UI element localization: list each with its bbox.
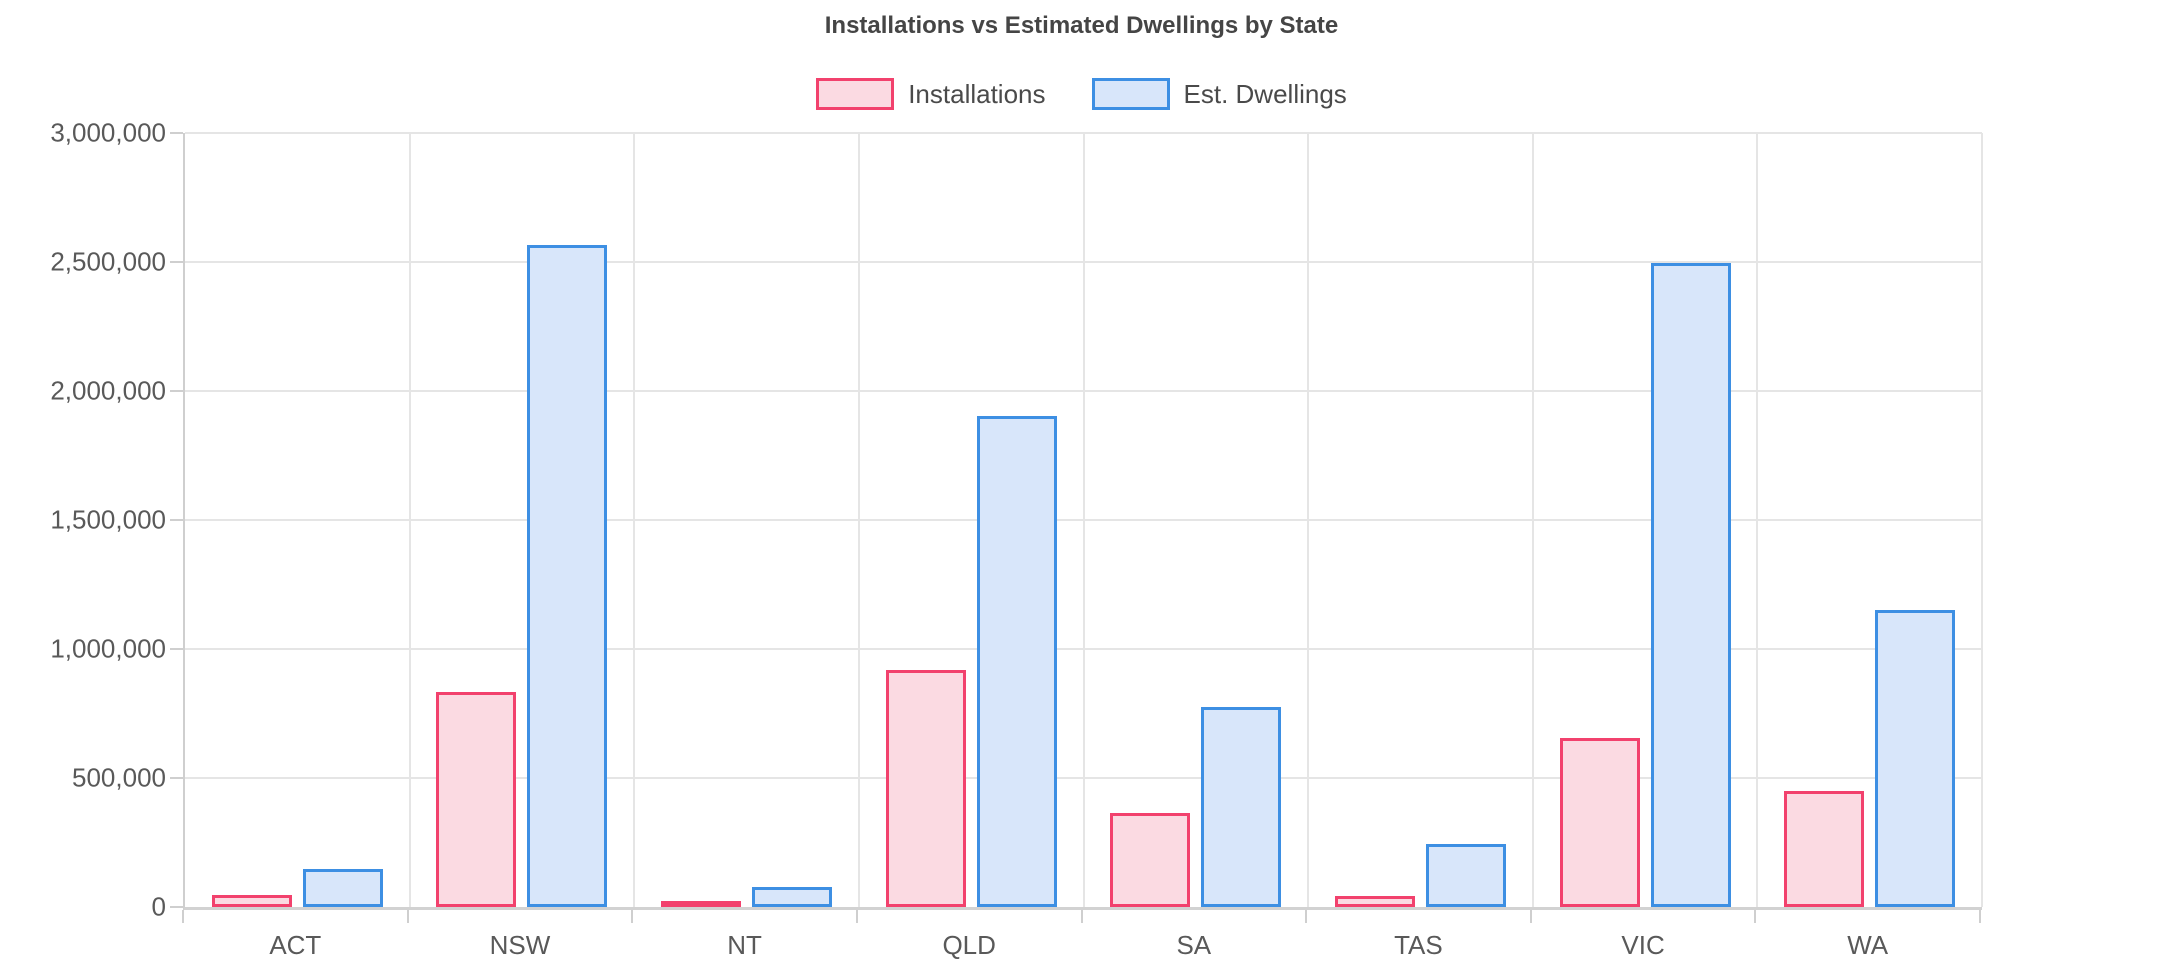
- bar-installations-vic[interactable]: [1559, 738, 1640, 907]
- y-tick: [170, 906, 183, 908]
- y-tick-label: 3,000,000: [50, 117, 166, 148]
- bar-group-nt: [634, 133, 859, 907]
- chart-title: Installations vs Estimated Dwellings by …: [824, 12, 1339, 39]
- y-tick-label: 1,000,000: [50, 633, 166, 664]
- bar-group-tas: [1308, 133, 1533, 907]
- legend-label-installations: Installations: [908, 78, 1046, 109]
- bar-est-dwellings-vic[interactable]: [1650, 263, 1731, 907]
- bar-group-wa: [1757, 133, 1982, 907]
- bar-installations-nt[interactable]: [661, 901, 742, 907]
- y-tick-label: 2,500,000: [50, 246, 166, 277]
- y-tick: [170, 519, 183, 521]
- bar-est-dwellings-nsw[interactable]: [527, 245, 608, 907]
- v-gridline: [633, 133, 636, 907]
- y-tick: [170, 261, 183, 263]
- v-gridline: [408, 133, 411, 907]
- bar-est-dwellings-sa[interactable]: [1201, 707, 1282, 907]
- x-tick: [1080, 910, 1083, 923]
- x-axis-label-nsw: NSW: [489, 930, 551, 960]
- bar-group-nsw: [410, 133, 635, 907]
- x-tick: [631, 910, 634, 923]
- v-gridline: [1981, 133, 1983, 907]
- bar-installations-wa[interactable]: [1784, 791, 1865, 907]
- y-tick-label: 0: [151, 891, 166, 922]
- y-tick-label: 2,000,000: [50, 375, 166, 406]
- x-axis-label-sa: SA: [1176, 930, 1212, 960]
- legend-label-est-dwellings: Est. Dwellings: [1183, 78, 1347, 109]
- chart-legend: Installations Est. Dwellings: [183, 78, 1980, 110]
- x-tick: [1305, 910, 1308, 923]
- bar-installations-sa[interactable]: [1110, 813, 1191, 907]
- bar-est-dwellings-nt[interactable]: [752, 887, 833, 907]
- legend-swatch-est-dwellings-icon: [1091, 78, 1170, 110]
- x-tick: [406, 910, 409, 923]
- bar-group-qld: [859, 133, 1084, 907]
- x-axis-label-wa: WA: [1847, 930, 1889, 960]
- x-tick: [1754, 910, 1757, 923]
- bar-group-act: [185, 133, 410, 907]
- legend-swatch-installations-icon: [816, 78, 895, 110]
- legend-item-installations[interactable]: Installations: [816, 78, 1046, 110]
- x-tick: [1979, 910, 1981, 923]
- bar-installations-act[interactable]: [211, 895, 292, 907]
- bar-group-vic: [1533, 133, 1758, 907]
- legend-item-est-dwellings[interactable]: Est. Dwellings: [1091, 78, 1347, 110]
- bar-installations-tas[interactable]: [1334, 896, 1415, 907]
- y-tick: [170, 390, 183, 392]
- bar-installations-qld[interactable]: [885, 670, 966, 907]
- v-gridline: [1307, 133, 1310, 907]
- x-tick: [855, 910, 858, 923]
- x-tick: [182, 910, 184, 923]
- bar-est-dwellings-wa[interactable]: [1875, 610, 1956, 907]
- bar-installations-nsw[interactable]: [436, 692, 517, 907]
- bar-group-sa: [1084, 133, 1309, 907]
- plot-area: [183, 132, 1983, 910]
- bar-est-dwellings-act[interactable]: [302, 869, 383, 907]
- y-tick-label: 1,500,000: [50, 504, 166, 535]
- x-tick: [1529, 910, 1532, 923]
- bar-est-dwellings-tas[interactable]: [1425, 844, 1506, 907]
- y-tick: [170, 132, 183, 134]
- v-gridline: [1531, 133, 1534, 907]
- bar-est-dwellings-qld[interactable]: [976, 416, 1057, 907]
- y-tick: [170, 777, 183, 779]
- y-tick-label: 500,000: [72, 762, 166, 793]
- x-axis-label-act: ACT: [269, 930, 322, 960]
- x-axis-label-vic: VIC: [1621, 930, 1665, 960]
- x-axis-label-nt: NT: [727, 930, 762, 960]
- x-axis-label-qld: QLD: [942, 930, 996, 960]
- v-gridline: [1756, 133, 1759, 907]
- x-axis-label-tas: TAS: [1394, 930, 1443, 960]
- v-gridline: [1082, 133, 1085, 907]
- y-tick: [170, 648, 183, 650]
- v-gridline: [857, 133, 860, 907]
